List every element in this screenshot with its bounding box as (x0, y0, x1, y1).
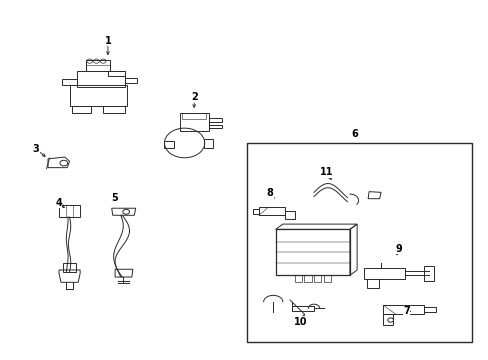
Text: 11: 11 (320, 167, 333, 177)
Text: 1: 1 (104, 36, 111, 46)
Text: 10: 10 (294, 317, 307, 327)
Text: 7: 7 (402, 306, 409, 316)
Text: 4: 4 (55, 198, 62, 208)
Text: 3: 3 (33, 144, 40, 154)
Text: 2: 2 (190, 92, 197, 102)
Text: 9: 9 (395, 244, 401, 254)
Bar (246, 143, 471, 342)
Text: 5: 5 (111, 193, 117, 203)
Text: 6: 6 (350, 129, 357, 139)
Text: 8: 8 (266, 188, 273, 198)
